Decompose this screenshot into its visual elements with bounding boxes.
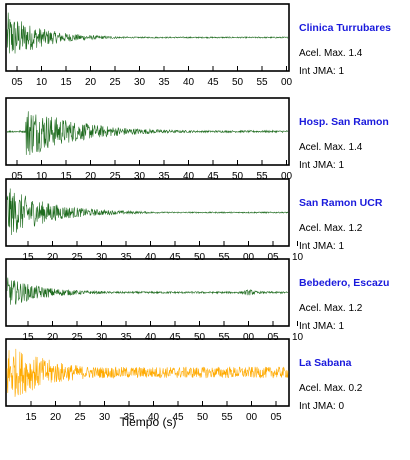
x-tick-label: 00 — [243, 252, 255, 263]
panel-3: 15 20 25 30 35 40 45 50 55 00 05 10 San Ramon UCR Ace… — [5, 178, 383, 263]
x-tick-label: 45 — [207, 171, 219, 182]
station-name: Clinica Turrubares — [299, 22, 391, 34]
panel-frame — [5, 3, 290, 72]
station-name: La Sabana — [299, 357, 352, 369]
x-tick-label: 20 — [47, 252, 59, 263]
x-tick-label: 15 — [60, 171, 72, 182]
x-tick-label: 45 — [207, 77, 219, 88]
x-tick-label: 30 — [96, 252, 108, 263]
x-tick-label: 30 — [134, 171, 146, 182]
accel-max-label: Acel. Max. 1.2 — [299, 223, 363, 234]
x-tick-label: 55 — [218, 252, 230, 263]
x-tick-label: 30 — [134, 77, 146, 88]
x-tick-label: 50 — [232, 77, 244, 88]
panel-frame — [5, 97, 290, 166]
x-tick-label: 25 — [71, 332, 83, 343]
panel-frame — [5, 178, 290, 247]
x-tick-label: 40 — [145, 332, 157, 343]
jma-intensity-label: Int JMA: 0 — [299, 401, 344, 412]
x-tick-label: 25 — [74, 412, 86, 423]
x-tick-label: 35 — [120, 252, 132, 263]
station-name: San Ramon UCR — [299, 197, 383, 209]
waveform-trace — [6, 348, 289, 397]
x-tick-label: 55 — [218, 332, 230, 343]
accel-max-label: Acel. Max. 1.4 — [299, 48, 363, 59]
x-tick-label: 30 — [99, 412, 111, 423]
x-tick-label: 55 — [221, 412, 233, 423]
x-tick-label: 05 — [267, 252, 279, 263]
x-tick-label: 15 — [25, 412, 37, 423]
x-tick-label: 35 — [158, 171, 170, 182]
panel-4: 15 20 25 30 35 40 45 50 55 00 05 10 Bebedero, Escazu… — [5, 258, 389, 343]
waveform-trace — [6, 12, 289, 54]
x-tick-label: 05 — [267, 332, 279, 343]
x-tick-label: 50 — [232, 171, 244, 182]
x-tick-label: 20 — [50, 412, 62, 423]
x-tick-label: 40 — [148, 412, 160, 423]
x-tick-label: 05 — [270, 412, 282, 423]
x-tick-label: 10 — [36, 77, 48, 88]
x-tick-label: 40 — [183, 77, 195, 88]
x-tick-label: 25 — [71, 252, 83, 263]
x-tick-label: 30 — [96, 332, 108, 343]
x-tick-label: 05 — [11, 77, 23, 88]
x-tick-label: 45 — [172, 412, 184, 423]
waveform-trace — [6, 277, 289, 305]
x-tick-label: 35 — [123, 412, 135, 423]
waveform-trace — [6, 188, 289, 235]
x-tick-label: 40 — [183, 171, 195, 182]
x-tick-label: 05 — [11, 171, 23, 182]
waveform-trace — [6, 111, 289, 155]
x-tick-label: 40 — [145, 252, 157, 263]
x-tick-label: 00 — [243, 332, 255, 343]
x-tick-label: 50 — [197, 412, 209, 423]
x-tick-label: 50 — [194, 252, 206, 263]
panel-1: 05 10 15 20 25 30 35 40 45 50 55 00 Clinica Turrubar… — [5, 3, 391, 88]
x-tick-label: 20 — [47, 332, 59, 343]
x-tick-label: 25 — [109, 77, 121, 88]
accel-max-label: Acel. Max. 1.4 — [299, 142, 363, 153]
accel-max-label: Acel. Max. 0.2 — [299, 383, 363, 394]
jma-intensity-label: Int JMA: 1 — [299, 241, 344, 252]
x-tick-label: 50 — [194, 332, 206, 343]
x-tick-label: 55 — [256, 77, 268, 88]
x-tick-label: 00 — [281, 171, 293, 182]
x-tick-label: 25 — [109, 171, 121, 182]
accel-max-label: Acel. Max. 1.2 — [299, 303, 363, 314]
x-tick-label: 55 — [256, 171, 268, 182]
panel-5: 15 20 25 30 35 40 45 50 55 00 05 La Sabana Acel. Max… — [5, 338, 363, 423]
x-tick-label: 10 — [36, 171, 48, 182]
jma-intensity-label: Int JMA: 1 — [299, 321, 344, 332]
x-tick-label: 35 — [158, 77, 170, 88]
x-axis-label: Tiempo (s) — [120, 415, 177, 429]
panel-frame — [5, 258, 290, 327]
x-tick-label: 00 — [246, 412, 258, 423]
panel-2: 05 10 15 20 25 30 35 40 45 50 55 00 Hosp. San Ramon A… — [5, 97, 389, 182]
x-tick-label: 15 — [22, 252, 34, 263]
x-tick-label: 20 — [85, 77, 97, 88]
x-tick-label: 45 — [169, 252, 181, 263]
jma-intensity-label: Int JMA: 1 — [299, 66, 344, 77]
panel-frame — [5, 338, 290, 407]
station-name: Bebedero, Escazu — [299, 277, 389, 289]
x-tick-label: 10 — [292, 332, 304, 343]
x-tick-label: 15 — [22, 332, 34, 343]
x-tick-label: 00 — [281, 77, 293, 88]
station-name: Hosp. San Ramon — [299, 116, 389, 128]
x-tick-label: 10 — [292, 252, 304, 263]
x-tick-label: 45 — [169, 332, 181, 343]
x-tick-label: 35 — [120, 332, 132, 343]
jma-intensity-label: Int JMA: 1 — [299, 160, 344, 171]
x-tick-label: 20 — [85, 171, 97, 182]
x-tick-label: 15 — [60, 77, 72, 88]
